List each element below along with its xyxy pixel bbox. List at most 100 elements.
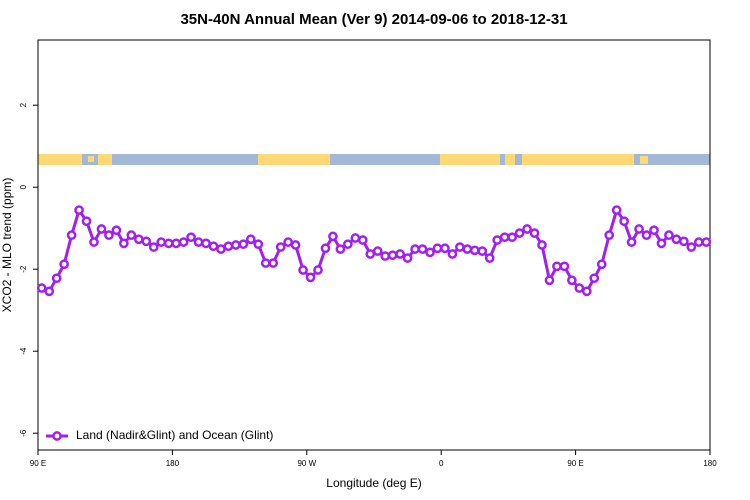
data-point [141, 236, 152, 247]
data-point [552, 261, 562, 272]
data-point [589, 273, 600, 284]
data-point [89, 237, 99, 247]
x-tick-label: 90 E [30, 459, 46, 468]
data-point [455, 242, 465, 252]
x-tick-label: 180 [703, 459, 717, 468]
data-point [111, 225, 122, 236]
data-point [671, 234, 682, 245]
data-point [290, 240, 301, 250]
data-point [36, 283, 47, 293]
data-point [537, 240, 547, 250]
data-point [96, 224, 107, 234]
data-point [313, 265, 323, 275]
data-point [335, 244, 346, 254]
data-point [686, 242, 697, 252]
data-point [380, 251, 391, 261]
data-point [231, 240, 241, 250]
data-point [208, 241, 219, 252]
data-point [171, 238, 181, 249]
data-point [679, 236, 689, 247]
data-point [268, 258, 279, 268]
data-point [641, 230, 652, 241]
data-point [469, 245, 480, 256]
data-point [238, 239, 249, 250]
data-point [298, 265, 308, 275]
data-point [328, 231, 338, 242]
data-point [133, 234, 144, 245]
data-point [193, 237, 204, 247]
data-point [567, 275, 577, 286]
data-point [223, 241, 234, 252]
data-point [51, 273, 62, 284]
legend-label: Land (Nadir&Glint) and Ocean (Glint) [76, 428, 273, 442]
data-point [126, 230, 137, 241]
data-point [402, 253, 413, 263]
data-point [104, 230, 114, 241]
data-point [357, 235, 368, 245]
data-point [283, 237, 293, 247]
y-tick-label: 2 [19, 102, 28, 107]
y-tick-label: -2 [19, 265, 28, 273]
land-ocean-strip [38, 154, 710, 165]
data-point [596, 259, 607, 270]
data-point [178, 237, 189, 247]
data-point [387, 250, 398, 261]
data-point [611, 205, 622, 215]
data-point [499, 232, 510, 243]
data-point [626, 237, 637, 247]
x-tick-label: 90 E [567, 459, 583, 468]
data-point [156, 237, 167, 247]
y-axis-label: XCO2 - MLO trend (ppm) [0, 178, 14, 313]
data-point [701, 237, 712, 247]
data-point [484, 253, 495, 263]
data-point [372, 246, 383, 256]
data-point [66, 230, 77, 241]
data-point [81, 216, 92, 227]
data-point [44, 286, 55, 297]
data-point [343, 239, 353, 250]
data-point [492, 235, 503, 245]
data-point [74, 205, 84, 215]
data-point [365, 249, 376, 259]
data-point [148, 242, 159, 252]
data-point [350, 233, 361, 243]
x-tick-label: 180 [166, 459, 180, 468]
data-point [619, 216, 629, 227]
data-point [574, 283, 585, 293]
data-point [163, 238, 174, 249]
data-point [440, 243, 450, 254]
chart-title: 35N-40N Annual Mean (Ver 9) 2014-09-06 t… [180, 11, 567, 28]
data-point [417, 244, 428, 254]
data-point [656, 238, 667, 249]
data-point [432, 243, 443, 254]
data-point [507, 232, 517, 243]
data-point [522, 224, 532, 234]
y-tick-label: -4 [19, 347, 28, 355]
data-point [604, 230, 615, 241]
y-tick-label: 0 [19, 184, 28, 189]
data-point [514, 228, 525, 238]
data-point [529, 228, 540, 238]
data-point [634, 224, 644, 234]
data-point [395, 249, 405, 259]
x-axis-label: Longitude (deg E) [326, 476, 421, 490]
data-point [477, 246, 488, 256]
y-tick-label: -6 [19, 429, 28, 437]
x-tick-label: 90 W [297, 459, 316, 468]
data-point [693, 237, 704, 247]
data-point [245, 234, 256, 245]
plot-frame [37, 39, 711, 451]
data-point [253, 239, 264, 250]
data-point [216, 244, 226, 254]
data-point [305, 272, 316, 283]
data-point [201, 238, 211, 249]
data-point [275, 242, 286, 252]
data-point [186, 232, 196, 243]
data-point [664, 230, 674, 241]
data-point [544, 275, 555, 286]
x-tick-label: 0 [439, 459, 444, 468]
data-point [649, 225, 659, 236]
data-point [425, 247, 435, 258]
